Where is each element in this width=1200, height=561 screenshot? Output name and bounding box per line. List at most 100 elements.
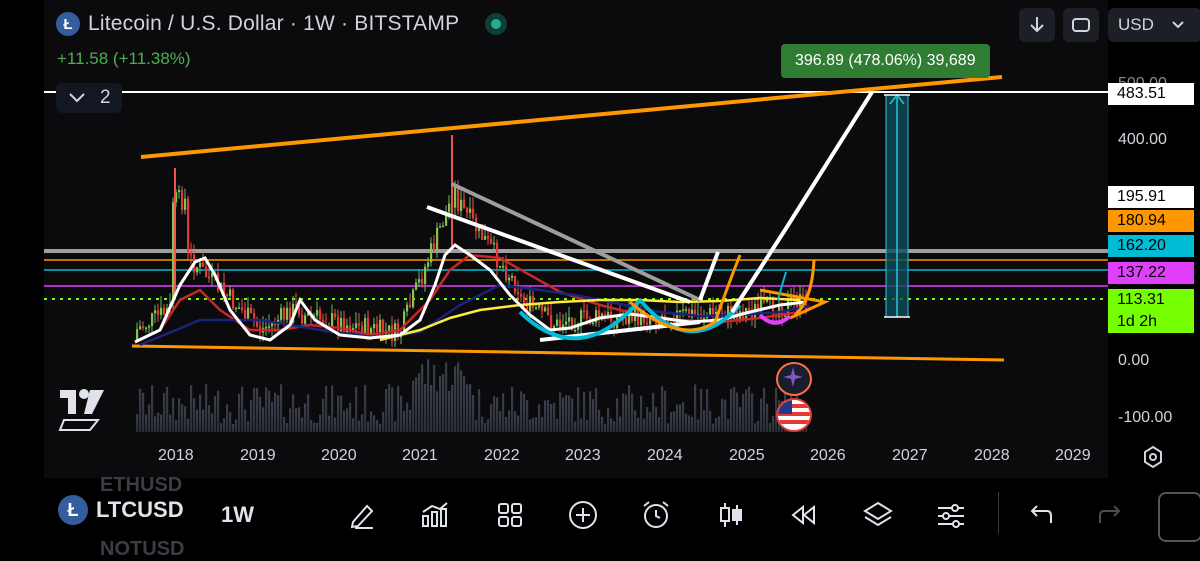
undo-button[interactable] bbox=[1021, 497, 1057, 533]
candle-body bbox=[322, 319, 325, 325]
volume-bar bbox=[439, 375, 442, 432]
candle-body bbox=[787, 299, 790, 314]
volume-bar bbox=[322, 398, 325, 432]
candle-body bbox=[154, 310, 157, 314]
volume-bar bbox=[562, 397, 565, 432]
volume-bar bbox=[670, 412, 673, 432]
volume-bar bbox=[211, 413, 214, 432]
year-label: 2026 bbox=[810, 447, 846, 464]
market-status-icon[interactable] bbox=[485, 13, 508, 35]
economic-event-badge[interactable] bbox=[776, 398, 812, 432]
volume-bar bbox=[523, 393, 526, 432]
object-tree-button[interactable] bbox=[860, 497, 896, 533]
volume-bar bbox=[442, 374, 445, 432]
expand-button[interactable] bbox=[1158, 492, 1200, 542]
chart-svg bbox=[44, 75, 1108, 432]
candle-body bbox=[139, 326, 142, 330]
volume-bar bbox=[406, 402, 409, 432]
candle-body bbox=[580, 310, 583, 326]
volume-bar bbox=[547, 399, 550, 432]
grid-icon bbox=[498, 503, 522, 527]
candle-body bbox=[265, 326, 268, 329]
candle-body bbox=[424, 266, 427, 284]
volume-bar bbox=[436, 391, 439, 432]
volume-bar bbox=[175, 420, 178, 432]
price-label: 1d 2h bbox=[1108, 311, 1194, 333]
currency-select[interactable]: USD bbox=[1108, 8, 1200, 42]
candle-body bbox=[226, 293, 229, 296]
candle-body bbox=[250, 307, 253, 314]
symbol-selector[interactable]: Ł LTCUSD bbox=[58, 495, 184, 525]
candle-body bbox=[208, 276, 211, 279]
candle-body bbox=[646, 322, 649, 325]
volume-bar bbox=[766, 403, 769, 432]
layers-icon bbox=[863, 501, 893, 527]
candle-body bbox=[268, 326, 271, 328]
candle-body bbox=[229, 289, 232, 296]
indicators-button[interactable] bbox=[417, 497, 453, 533]
price-change: +11.58 (+11.38%) bbox=[57, 49, 191, 68]
volume-bar bbox=[166, 386, 169, 432]
candle-body bbox=[145, 327, 148, 329]
volume-bar bbox=[760, 398, 763, 432]
volume-bar bbox=[631, 393, 634, 432]
candle-body bbox=[163, 307, 166, 315]
layouts-button[interactable] bbox=[492, 497, 528, 533]
volume-bar bbox=[724, 399, 727, 432]
volume-bar bbox=[325, 386, 328, 432]
redo-button[interactable] bbox=[1094, 497, 1130, 533]
interval-selector[interactable]: 1W bbox=[221, 502, 254, 527]
volume-bar bbox=[601, 416, 604, 432]
volume-bar bbox=[505, 416, 508, 432]
candle-body bbox=[703, 318, 706, 320]
chart-type-button[interactable] bbox=[713, 497, 749, 533]
candle-body bbox=[481, 224, 484, 240]
volume-bar bbox=[214, 396, 217, 432]
volume-bar bbox=[400, 395, 403, 432]
candle-body bbox=[457, 185, 460, 211]
symbol-title[interactable]: Litecoin / U.S. Dollar · 1W · BITSTAMP bbox=[88, 12, 460, 35]
ai-event-badge[interactable] bbox=[776, 362, 812, 396]
price-label: 162.20 bbox=[1108, 235, 1194, 257]
volume-bar bbox=[568, 395, 571, 432]
volume-bar bbox=[733, 387, 736, 432]
candle-body bbox=[172, 202, 175, 304]
alarm-icon bbox=[643, 501, 669, 528]
download-button[interactable] bbox=[1019, 8, 1055, 42]
replay-button[interactable] bbox=[785, 497, 821, 533]
volume-bar bbox=[244, 409, 247, 432]
volume-bar bbox=[208, 405, 211, 432]
candle-body bbox=[535, 307, 538, 309]
volume-bar bbox=[184, 406, 187, 432]
volume-bar bbox=[646, 407, 649, 432]
price-label: 483.51 bbox=[1108, 83, 1194, 105]
volume-bar bbox=[619, 416, 622, 432]
chart-header: Ł Litecoin / U.S. Dollar · 1W · BITSTAMP bbox=[56, 12, 508, 36]
candle-body bbox=[142, 326, 145, 328]
indicators-toggle[interactable]: 2 bbox=[56, 83, 122, 113]
candle-body bbox=[565, 321, 568, 325]
candle-body bbox=[364, 317, 367, 336]
volume-bar bbox=[757, 421, 760, 432]
volume-bar bbox=[355, 387, 358, 432]
candle-body bbox=[304, 315, 307, 324]
candle-body bbox=[235, 307, 238, 310]
year-label: 2022 bbox=[484, 447, 520, 464]
add-button[interactable] bbox=[565, 497, 601, 533]
candle-body bbox=[331, 313, 334, 328]
volume-bar bbox=[721, 398, 724, 432]
volume-bar bbox=[598, 409, 601, 432]
candle-body bbox=[184, 198, 187, 211]
fullscreen-button[interactable] bbox=[1063, 8, 1099, 42]
chart-settings-button[interactable] bbox=[1141, 445, 1165, 474]
drawing-tools-button[interactable] bbox=[344, 497, 380, 533]
alerts-button[interactable] bbox=[638, 497, 674, 533]
candle-body bbox=[307, 312, 310, 316]
candle-body bbox=[676, 310, 679, 326]
settings-button[interactable] bbox=[933, 497, 969, 533]
candle-body bbox=[484, 236, 487, 240]
flag-icon bbox=[778, 400, 810, 430]
volume-bar bbox=[433, 364, 436, 432]
volume-bar bbox=[589, 391, 592, 432]
volume-bar bbox=[556, 419, 559, 432]
